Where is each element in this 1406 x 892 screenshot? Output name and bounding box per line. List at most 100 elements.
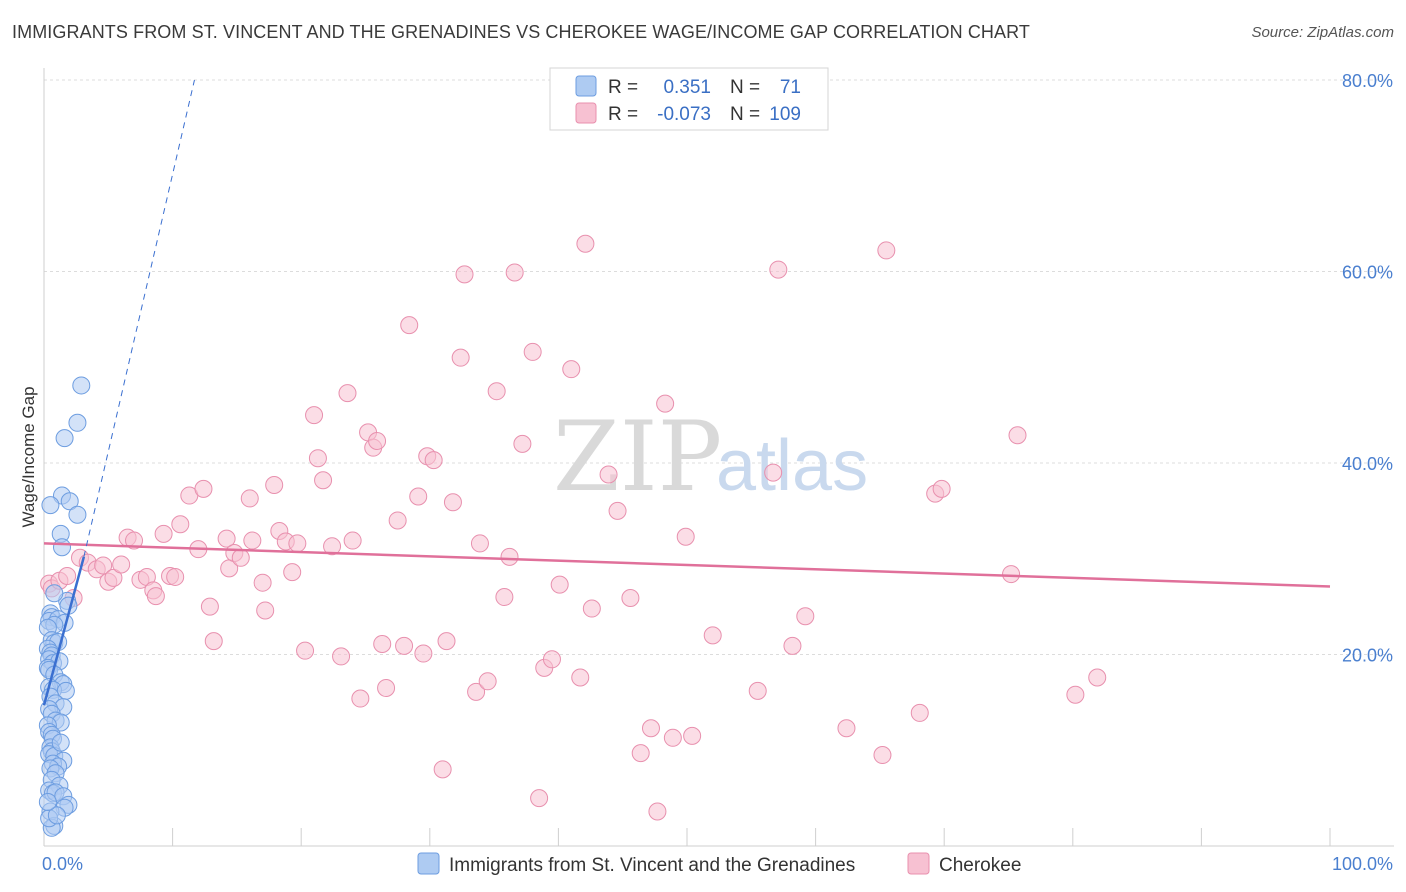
legend-bottom-label-blue: Immigrants from St. Vincent and the Gren… <box>449 855 855 876</box>
cherokee-point <box>523 342 542 361</box>
legend-top-n-label-blue: N = <box>730 77 760 98</box>
immigrants-point <box>38 792 57 811</box>
cherokee-point <box>433 760 452 779</box>
cherokee-point <box>631 744 650 763</box>
cherokee-point <box>296 641 315 660</box>
cherokee-point <box>94 556 113 575</box>
cherokee-point <box>200 597 219 616</box>
legend-bottom-swatch-pink <box>907 852 930 875</box>
cherokee-points <box>40 234 1107 821</box>
cherokee-point <box>377 679 396 698</box>
cherokee-point <box>621 589 640 608</box>
y-tick-label: 20.0% <box>1342 646 1393 666</box>
cherokee-point <box>663 728 682 747</box>
trend-lines <box>42 79 1331 706</box>
legend-bottom-swatch-blue <box>417 852 440 875</box>
cherokee-point <box>368 431 387 450</box>
cherokee-point <box>910 703 929 722</box>
immigrants-point <box>53 538 72 557</box>
cherokee-point <box>424 451 443 470</box>
cherokee-point <box>388 511 407 530</box>
legend-top-r-value-blue: 0.351 <box>663 77 711 98</box>
cherokee-point <box>194 479 213 498</box>
cherokee-point <box>500 547 519 566</box>
legend-bottom-label-pink: Cherokee <box>939 855 1021 876</box>
watermark: ZIP atlas <box>553 401 868 513</box>
cherokee-point <box>343 531 362 550</box>
cherokee-point <box>550 575 569 594</box>
legend-top-swatch-pink <box>575 102 597 124</box>
cherokee-point <box>409 487 428 506</box>
immigrants-points <box>38 376 91 837</box>
cherokee-point <box>542 650 561 669</box>
cherokee-point <box>400 316 419 335</box>
cherokee-point <box>648 802 667 821</box>
legend-top-n-value-pink: 109 <box>769 104 801 125</box>
immigrants-point <box>45 584 64 603</box>
immigrants-point <box>60 492 79 511</box>
cherokee-point <box>783 636 802 655</box>
cherokee-point <box>683 726 702 745</box>
cherokee-point <box>505 263 524 282</box>
cherokee-point <box>58 566 77 585</box>
cherokee-point <box>154 524 173 543</box>
cherokee-point <box>351 689 370 708</box>
immigrants-point <box>68 413 87 432</box>
cherokee-point <box>1066 685 1085 704</box>
cherokee-point <box>676 527 695 546</box>
cherokee-point <box>112 555 131 574</box>
immigrants-point <box>51 733 70 752</box>
y-tick-label: 80.0% <box>1342 71 1393 91</box>
legend-top-n-value-blue: 71 <box>780 77 801 98</box>
watermark-atlas: atlas <box>716 426 868 506</box>
cherokee-point <box>1002 565 1021 584</box>
cherokee-point <box>443 493 462 512</box>
cherokee-point <box>314 471 333 490</box>
cherokee-point <box>414 644 433 663</box>
immigrants-point <box>47 806 66 825</box>
cherokee-point <box>253 573 272 592</box>
cherokee-point <box>562 360 581 379</box>
cherokee-point <box>283 563 302 582</box>
cherokee-point <box>455 265 474 284</box>
legend-top-r-label-pink: R = <box>608 104 638 125</box>
cherokee-point <box>217 529 236 548</box>
cherokee-point <box>703 626 722 645</box>
cherokee-point <box>146 587 165 606</box>
cherokee-point <box>265 476 284 495</box>
y-tick-labels: 20.0% 40.0% 60.0% 80.0% <box>1342 71 1393 666</box>
cherokee-point <box>305 406 324 425</box>
chart-source: Source: ZipAtlas.com <box>1251 24 1394 41</box>
cherokee-point <box>877 241 896 260</box>
legend-top: R = 0.351 N = 71 R = -0.073 N = 109 <box>549 67 829 131</box>
cherokee-point <box>451 348 470 367</box>
cherokee-point <box>1008 426 1027 445</box>
cherokee-point <box>204 632 223 651</box>
immigrants-point <box>68 505 87 524</box>
cherokee-point <box>467 682 486 701</box>
cherokee-point <box>641 719 660 738</box>
legend-bottom: Immigrants from St. Vincent and the Gren… <box>417 852 1021 876</box>
legend-top-r-label-blue: R = <box>608 77 638 98</box>
cherokee-point <box>764 463 783 482</box>
x-tick-label-max: 100.0% <box>1332 854 1393 874</box>
cherokee-point <box>530 789 549 808</box>
x-tick-label-min: 0.0% <box>42 854 83 874</box>
cherokee-point <box>125 531 144 550</box>
cherokee-point <box>166 567 185 586</box>
cherokee-point <box>571 668 590 687</box>
cherokee-point <box>796 607 815 626</box>
cherokee-point <box>487 382 506 401</box>
cherokee-point <box>231 548 250 567</box>
cherokee-point <box>240 489 259 508</box>
chart-title: IMMIGRANTS FROM ST. VINCENT AND THE GREN… <box>12 22 1030 42</box>
cherokee-trend-line <box>43 542 1331 588</box>
cherokee-point <box>104 568 123 587</box>
cherokee-point <box>308 449 327 468</box>
immigrants-trend-line <box>42 556 86 706</box>
cherokee-point <box>332 647 351 666</box>
cherokee-point <box>599 465 618 484</box>
legend-top-r-value-pink: -0.073 <box>657 104 711 125</box>
cherokee-point <box>769 260 788 279</box>
